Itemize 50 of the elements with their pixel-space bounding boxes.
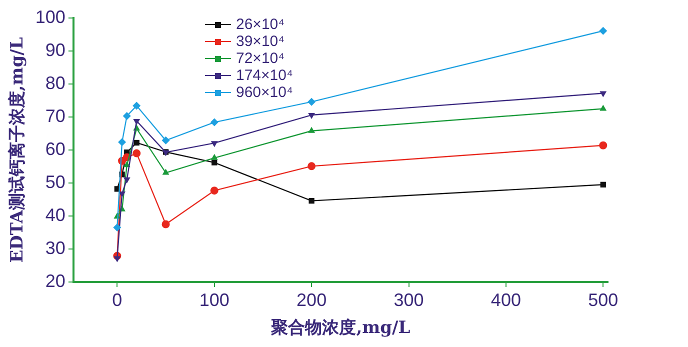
point — [210, 154, 218, 160]
y-tick-label: 90 — [45, 40, 66, 60]
point — [122, 112, 131, 120]
x-tick-label: 100 — [199, 290, 230, 310]
point — [210, 186, 218, 195]
point — [210, 141, 218, 148]
x-tick-label: 500 — [588, 290, 618, 310]
x-axis-title: 聚合物浓度,mg/L — [270, 318, 410, 338]
x-tick-label: 300 — [394, 290, 424, 310]
y-tick-label: 100 — [35, 6, 66, 27]
point — [308, 98, 316, 106]
y-tick-label: 80 — [45, 72, 66, 93]
x-tick-label: 400 — [490, 290, 521, 310]
point — [162, 168, 170, 175]
point — [162, 136, 170, 144]
y-tick-label: 70 — [45, 106, 66, 126]
point — [113, 224, 122, 232]
y-axis-title: EDTA测试钙离子浓度,mg/L — [8, 37, 28, 263]
point — [210, 118, 218, 126]
point — [132, 149, 141, 158]
point — [600, 91, 607, 98]
x-tick-label: 200 — [296, 290, 327, 310]
point — [118, 192, 126, 198]
point — [308, 198, 314, 204]
point — [118, 138, 126, 146]
point — [134, 140, 140, 146]
point — [162, 220, 170, 228]
point — [133, 118, 140, 125]
y-tick-label: 60 — [45, 138, 66, 159]
legend-label: 26×10⁴ — [236, 16, 285, 33]
legend-label: 960×10⁴ — [236, 84, 293, 101]
point — [599, 26, 608, 35]
point — [599, 141, 608, 150]
point — [212, 160, 218, 166]
legend-label: 72×10⁴ — [236, 50, 285, 67]
point — [600, 182, 606, 188]
point — [123, 177, 130, 184]
point — [308, 126, 316, 133]
legend-label: 39×10⁴ — [236, 33, 285, 50]
y-tick-label: 50 — [45, 172, 66, 192]
y-tick-label: 30 — [45, 238, 66, 258]
legend-label: 174×10⁴ — [236, 67, 293, 84]
y-tick-label: 20 — [45, 270, 66, 291]
x-tick-label: 0 — [112, 290, 122, 310]
point — [308, 162, 316, 170]
point — [600, 104, 607, 111]
point — [114, 256, 121, 262]
point — [132, 102, 141, 110]
y-tick-label: 40 — [45, 204, 66, 225]
point — [308, 113, 316, 120]
